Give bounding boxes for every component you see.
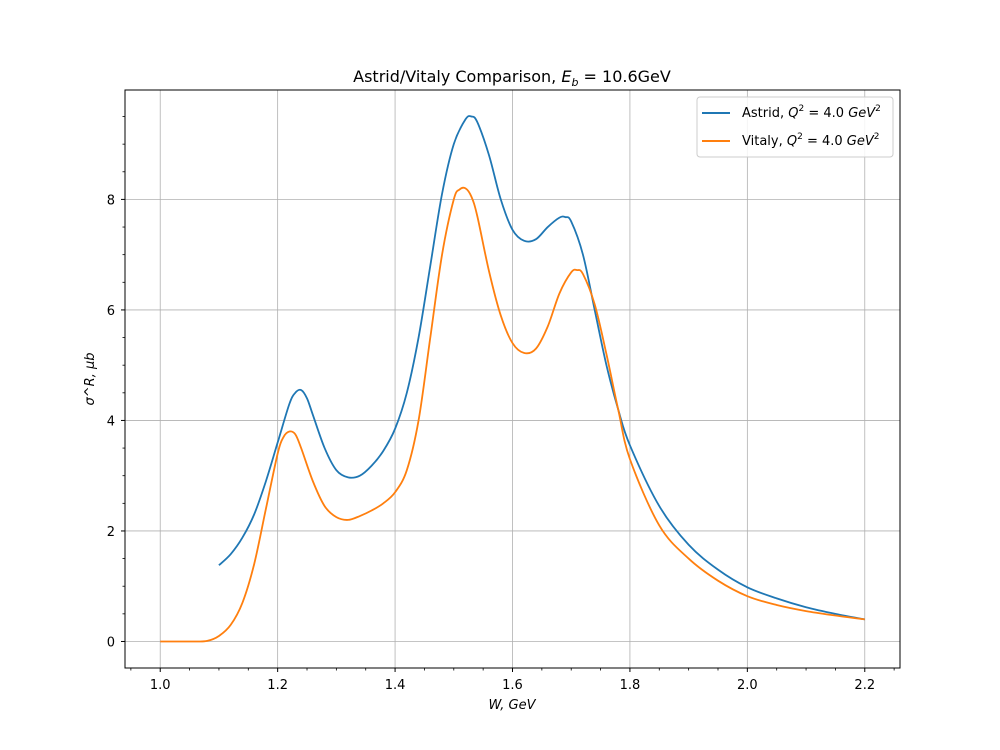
- x-tick-label: 1.2: [267, 678, 288, 693]
- series-lines: [160, 115, 865, 643]
- x-tick-label: 2.2: [854, 678, 875, 693]
- x-axis-label: W, GeV: [488, 698, 536, 713]
- x-tick-label: 1.0: [150, 678, 171, 693]
- y-tick-label: 2: [107, 525, 115, 540]
- grid-lines: [125, 90, 900, 668]
- legend-box: [696, 96, 894, 158]
- legend-label-vitaly: Vitaly, Q2 = 4.0 GeV2: [742, 132, 880, 149]
- legend-label-astrid: Astrid, Q2 = 4.0 GeV2: [742, 104, 881, 121]
- series-line-astrid: [218, 115, 865, 621]
- chart-title: Astrid/Vitaly Comparison, Eb = 10.6GeV: [353, 67, 671, 89]
- x-tick-label: 1.4: [385, 678, 406, 693]
- axis-ticks: 1.0 1.2 1.4 1.6 1.8 2.0 2.2 0 2 4 6 8: [107, 116, 895, 693]
- x-tick-label: 2.0: [737, 678, 758, 693]
- legend: Astrid, Q2 = 4.0 GeV2 Vitaly, Q2 = 4.0 G…: [696, 96, 894, 158]
- y-tick-label: 4: [107, 414, 115, 429]
- x-tick-label: 1.6: [502, 678, 523, 693]
- y-tick-label: 8: [107, 193, 115, 208]
- x-tick-label: 1.8: [620, 678, 641, 693]
- y-axis-label: σ^R, μb: [83, 353, 98, 406]
- y-tick-label: 6: [107, 304, 115, 319]
- y-tick-label: 0: [107, 635, 115, 650]
- series-line-vitaly: [160, 186, 865, 643]
